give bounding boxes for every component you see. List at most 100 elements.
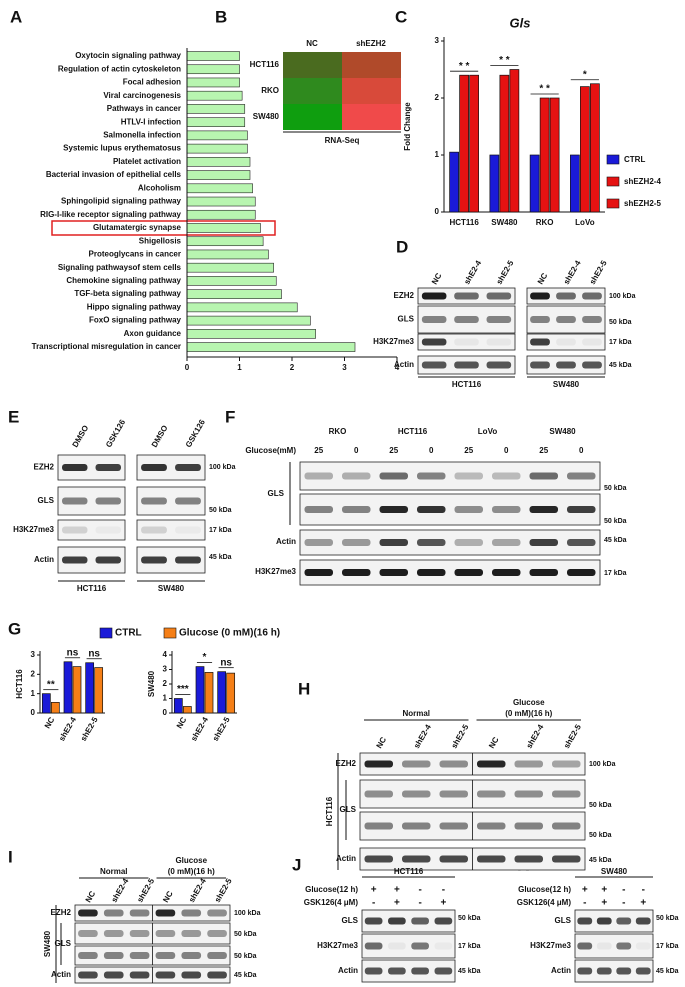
y-axis-label: HCT116	[15, 669, 24, 699]
bar	[195, 666, 205, 714]
heatmap-cell	[283, 104, 342, 130]
blot-title: SW480	[601, 867, 628, 876]
group-label: Normal	[402, 709, 430, 718]
band	[486, 292, 512, 300]
significance-label: *	[583, 69, 587, 80]
band	[454, 338, 479, 346]
significance-label: *	[203, 652, 207, 663]
significance-label: ns	[220, 657, 232, 668]
marker-label: 45 kDa	[609, 362, 632, 369]
band	[530, 361, 550, 369]
band	[402, 760, 431, 768]
y-tick-label: 2	[435, 93, 440, 102]
panel-letter: F	[225, 407, 235, 426]
protein-label: Actin	[336, 854, 356, 863]
group-label: (0 mM)(16 h)	[505, 709, 552, 718]
bar	[186, 249, 269, 260]
band	[529, 506, 558, 513]
bar	[186, 262, 274, 273]
lane-label: 0	[579, 446, 584, 455]
marker-label: 50 kDa	[458, 915, 481, 922]
sign: +	[582, 885, 588, 896]
band	[567, 472, 596, 480]
category-label: Shigellosis	[139, 236, 182, 245]
band	[129, 930, 150, 937]
bar	[186, 289, 282, 299]
protein-label: GLS	[398, 315, 415, 324]
band	[342, 506, 371, 513]
band	[62, 464, 88, 471]
sign: +	[371, 885, 377, 896]
marker-label: 17 kDa	[609, 339, 632, 346]
category-label: Focal adhesion	[123, 78, 181, 87]
column-label: shEZH2	[356, 39, 386, 48]
y-tick-label: 2	[163, 679, 168, 688]
heatmap-cell	[342, 52, 401, 78]
bar	[186, 223, 261, 233]
band	[78, 952, 98, 959]
lane-label: shE2-5	[588, 258, 609, 286]
marker-label: 45 kDa	[209, 554, 232, 561]
bar	[186, 236, 264, 247]
category-label: HTLV-I infection	[121, 117, 181, 126]
marker-label: 17 kDa	[604, 570, 627, 577]
band	[141, 464, 167, 471]
lane-label: 0	[504, 446, 509, 455]
x-tick-label: SW480	[491, 218, 518, 227]
band	[567, 539, 596, 546]
band	[181, 930, 202, 937]
band	[454, 316, 479, 323]
band	[596, 942, 612, 950]
bar	[580, 86, 590, 213]
band	[364, 855, 393, 863]
protein-label: EZH2	[51, 908, 72, 917]
category-label: Proteoglycans in cancer	[89, 250, 181, 259]
marker-label: 50 kDa	[604, 518, 627, 525]
marker-label: 50 kDa	[589, 802, 612, 809]
bar	[186, 77, 240, 88]
blot-frame	[361, 959, 456, 983]
bar	[186, 342, 356, 352]
band	[411, 917, 429, 925]
lane-label: shE2-5	[213, 876, 234, 904]
band	[95, 464, 121, 471]
marker-label: 50 kDa	[609, 319, 632, 326]
band	[78, 971, 98, 979]
lane-label: 25	[314, 446, 323, 455]
lane-label: shE2-4	[110, 876, 131, 904]
band	[454, 569, 483, 576]
band	[454, 472, 483, 480]
band	[62, 497, 88, 505]
group-label: Glucose	[513, 698, 545, 707]
band	[514, 855, 543, 863]
lane-label: GSK126	[104, 418, 127, 450]
bar	[186, 276, 277, 286]
band	[552, 790, 581, 798]
sign: -	[442, 885, 445, 896]
marker-label: 50 kDa	[234, 931, 257, 938]
band	[379, 569, 408, 576]
y-axis-label: SW480	[147, 670, 156, 697]
band	[552, 855, 581, 863]
category-label: Regulation of actin cytoskeleton	[58, 64, 181, 73]
band	[477, 760, 506, 768]
lane-label: shE2-4	[462, 258, 483, 286]
significance-label: * *	[459, 61, 470, 72]
marker-label: 45 kDa	[589, 857, 612, 864]
cell-line-label: SW480	[158, 584, 185, 593]
significance-label: * *	[539, 84, 550, 95]
lane-label: 25	[464, 446, 473, 455]
band	[454, 361, 479, 369]
bar	[186, 51, 240, 61]
marker-label: 100 kDa	[609, 293, 636, 300]
band	[342, 472, 371, 480]
bar	[173, 698, 183, 714]
bar	[459, 74, 469, 213]
lane-label: NC	[375, 735, 389, 750]
category-label: Bacterial invasion of epithelial cells	[46, 170, 182, 179]
protein-label: H3K27me3	[530, 941, 571, 950]
sign: -	[583, 898, 586, 909]
blot-frame	[361, 909, 456, 933]
band	[207, 909, 227, 917]
category-label: TGF-beta signaling pathway	[74, 289, 181, 298]
